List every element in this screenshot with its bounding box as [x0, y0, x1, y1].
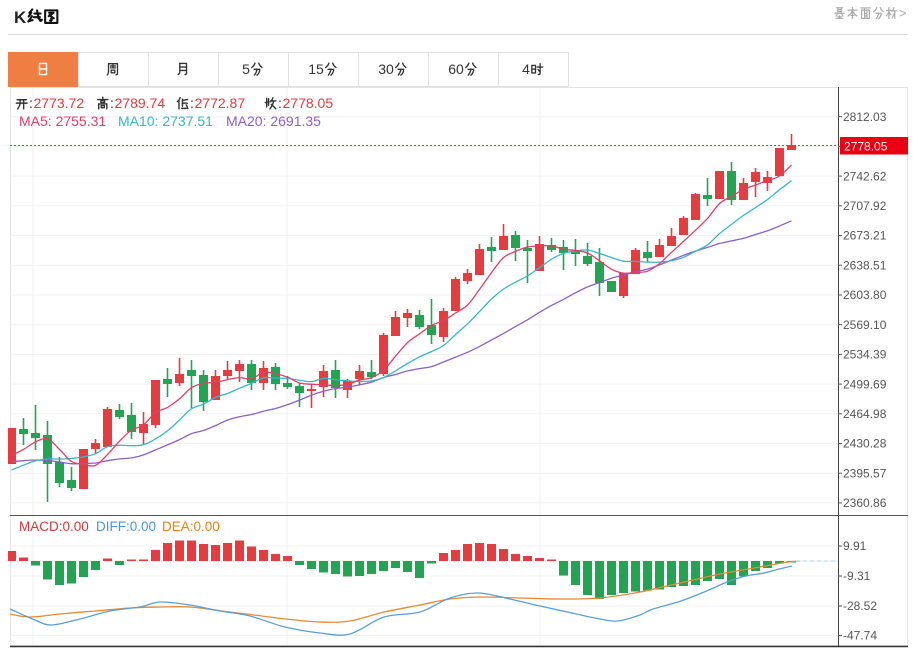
svg-text:2464.98: 2464.98 [843, 407, 887, 421]
svg-text:15: 15 [308, 61, 324, 77]
svg-text:-47.74: -47.74 [843, 629, 877, 643]
svg-text::: : [190, 95, 194, 111]
svg-text:60: 60 [448, 61, 464, 77]
svg-text:2638.51: 2638.51 [843, 258, 887, 272]
svg-text:2778.05: 2778.05 [283, 95, 334, 111]
svg-text:2707.92: 2707.92 [843, 199, 887, 213]
svg-text::: : [278, 95, 282, 111]
svg-text:30: 30 [378, 61, 394, 77]
svg-text:DEA:0.00: DEA:0.00 [162, 519, 220, 534]
svg-text:>: > [899, 6, 907, 21]
svg-text::: : [29, 95, 33, 111]
svg-text:2773.72: 2773.72 [34, 95, 85, 111]
svg-text:2534.39: 2534.39 [843, 348, 887, 362]
svg-text:2569.10: 2569.10 [843, 318, 887, 332]
svg-text:MA20: 2691.35: MA20: 2691.35 [226, 113, 321, 129]
svg-text:2360.86: 2360.86 [843, 496, 887, 510]
svg-text:DIFF:0.00: DIFF:0.00 [96, 519, 156, 534]
svg-text:2812.03: 2812.03 [843, 110, 887, 124]
svg-text:2742.62: 2742.62 [843, 169, 887, 183]
svg-text:2430.28: 2430.28 [843, 437, 887, 451]
svg-text:MA5: 2755.31: MA5: 2755.31 [19, 113, 106, 129]
svg-text:2772.87: 2772.87 [195, 95, 246, 111]
svg-text:2778.05: 2778.05 [844, 140, 888, 154]
svg-text:MACD:0.00: MACD:0.00 [19, 519, 89, 534]
svg-text:-9.31: -9.31 [843, 569, 871, 583]
svg-text:9.91: 9.91 [843, 539, 867, 553]
svg-text:K: K [14, 8, 27, 27]
svg-text:2603.80: 2603.80 [843, 288, 887, 302]
svg-text::: : [110, 95, 114, 111]
svg-text:2789.74: 2789.74 [115, 95, 166, 111]
svg-text:4: 4 [522, 61, 530, 77]
svg-text:-28.52: -28.52 [843, 599, 877, 613]
svg-text:2499.69: 2499.69 [843, 377, 887, 391]
svg-text:2395.57: 2395.57 [843, 466, 887, 480]
svg-text:2673.21: 2673.21 [843, 229, 887, 243]
svg-text:5: 5 [242, 61, 250, 77]
svg-text:MA10: 2737.51: MA10: 2737.51 [118, 113, 213, 129]
